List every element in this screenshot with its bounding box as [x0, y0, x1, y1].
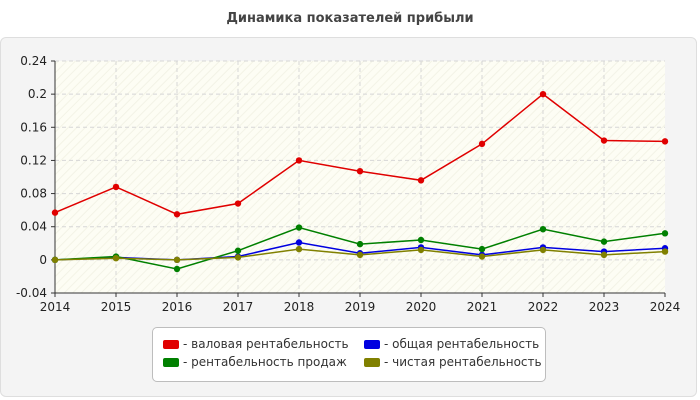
data-point — [173, 265, 181, 273]
legend-label: - рентабельность продаж — [183, 355, 347, 369]
data-point — [539, 246, 547, 254]
axes — [51, 60, 666, 297]
data-point — [173, 211, 181, 218]
x-tick-label: 2022 — [528, 300, 559, 314]
data-point — [478, 245, 486, 253]
data-point — [600, 137, 608, 144]
data-point — [51, 209, 59, 216]
legend-swatch — [364, 339, 380, 349]
x-tick-label: 2015 — [101, 300, 132, 314]
legend-label: - валовая рентабельность — [183, 337, 349, 351]
data-point — [661, 248, 669, 255]
legend-item-sales: - рентабельность продаж — [163, 355, 347, 369]
legend-item-total: - общая рентабельность — [364, 337, 539, 351]
y-tick-label: 0.04 — [20, 220, 47, 234]
data-point — [295, 239, 303, 246]
grid — [55, 60, 665, 293]
data-point — [539, 90, 547, 98]
y-tick-label: 0.24 — [20, 54, 47, 68]
data-point — [417, 246, 425, 254]
data-point — [417, 177, 425, 184]
data-point — [539, 226, 547, 233]
data-point — [661, 230, 669, 237]
legend-swatch — [364, 357, 380, 367]
legend-swatch — [163, 339, 179, 349]
x-tick-label: 2014 — [40, 300, 71, 314]
legend-label: - чистая рентабельность — [384, 355, 542, 369]
data-point — [356, 240, 364, 248]
series-layer — [51, 90, 669, 273]
tick-labels: -0.04 0 0.04 0.08 0.12 0.16 0.2 0.24 2014 2015 201… — [16, 54, 680, 314]
data-point — [356, 251, 364, 259]
legend-label: - общая рентабельность — [384, 337, 540, 351]
data-point — [600, 238, 608, 245]
x-tick-label: 2023 — [589, 300, 620, 314]
data-point — [112, 183, 120, 191]
x-tick-label: 2017 — [223, 300, 254, 314]
data-point — [478, 140, 486, 148]
data-point — [417, 236, 425, 244]
x-tick-label: 2021 — [467, 300, 498, 314]
y-tick-label: 0 — [39, 253, 47, 267]
legend-swatch — [163, 357, 179, 367]
y-tick-label: 0.2 — [28, 87, 47, 101]
data-point — [173, 256, 181, 264]
x-tick-label: 2024 — [650, 300, 681, 314]
x-tick-label: 2018 — [284, 300, 315, 314]
data-point — [295, 245, 303, 253]
y-tick-label: 0.08 — [20, 187, 47, 201]
data-point — [295, 157, 303, 164]
legend-item-gross: - валовая рентабельность — [163, 337, 349, 351]
y-tick-label: -0.04 — [16, 286, 47, 300]
data-point — [356, 168, 364, 175]
data-point — [478, 253, 486, 260]
chart-title: Динамика показателей прибыли — [226, 11, 474, 26]
data-point — [234, 254, 242, 261]
data-point — [661, 138, 669, 145]
x-tick-label: 2019 — [345, 300, 376, 314]
y-tick-label: 0.16 — [20, 120, 47, 134]
data-point — [112, 255, 120, 262]
legend-item-net: - чистая рентабельность — [364, 355, 542, 369]
legend: - валовая рентабельность - общая рентабе… — [152, 327, 546, 382]
data-point — [295, 224, 303, 231]
data-point — [51, 256, 59, 264]
x-tick-label: 2016 — [162, 300, 193, 314]
data-point — [234, 247, 242, 254]
data-point — [600, 251, 608, 259]
y-tick-label: 0.12 — [20, 153, 47, 167]
x-tick-label: 2020 — [406, 300, 437, 314]
data-point — [234, 200, 242, 207]
